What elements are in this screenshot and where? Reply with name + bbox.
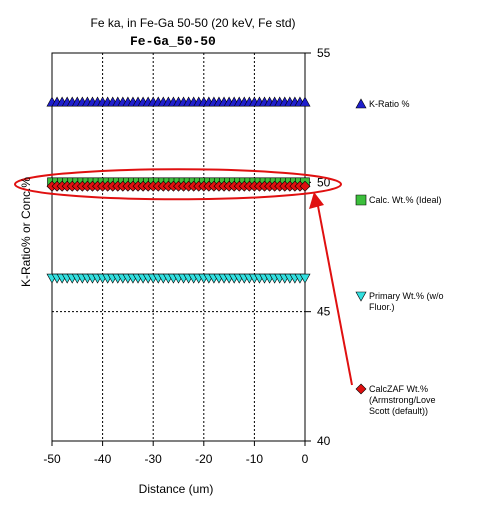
y-tick-label: 40 bbox=[317, 434, 331, 448]
y-tick-label: 45 bbox=[317, 305, 331, 319]
legend-marker-diamond bbox=[355, 383, 367, 395]
legend-marker-square bbox=[355, 194, 367, 206]
x-tick-label: -50 bbox=[43, 452, 61, 466]
x-tick-label: -10 bbox=[246, 452, 264, 466]
chart-subtitle: Fe-Ga_50-50 bbox=[130, 34, 216, 49]
x-tick-label: 0 bbox=[302, 452, 309, 466]
data-point-diamond bbox=[299, 180, 311, 192]
x-tick-label: -40 bbox=[94, 452, 112, 466]
legend-label: CalcZAF Wt.% (Armstrong/Love Scott (defaul… bbox=[369, 384, 436, 416]
x-tick-label: -20 bbox=[195, 452, 213, 466]
legend-marker-triangle-down bbox=[355, 291, 367, 302]
legend-marker-triangle-up bbox=[355, 98, 367, 109]
legend: K-Ratio % Calc. Wt.% (Ideal) Primary Wt.% … bbox=[355, 98, 444, 416]
legend-label: Calc. Wt.% (Ideal) bbox=[369, 195, 442, 205]
legend-label: Primary Wt.% (w/o Fluor.) bbox=[369, 291, 444, 312]
data-point-triangle-down bbox=[299, 273, 311, 284]
annotation-arrowhead bbox=[309, 192, 324, 209]
x-axis-label: Distance (um) bbox=[139, 482, 214, 496]
legend-label: K-Ratio % bbox=[369, 99, 410, 109]
data-point-triangle-up bbox=[299, 96, 311, 107]
highlight-ellipse bbox=[14, 168, 342, 201]
chart-title: Fe ka, in Fe-Ga 50-50 (20 keV, Fe std) bbox=[91, 16, 296, 30]
y-tick-label: 55 bbox=[317, 46, 331, 60]
plot-frame bbox=[51, 52, 306, 442]
y-axis-label: K-Ratio% or Conc.% bbox=[19, 177, 33, 287]
annotation-arrow-line bbox=[317, 205, 353, 386]
x-tick-label: -30 bbox=[145, 452, 163, 466]
